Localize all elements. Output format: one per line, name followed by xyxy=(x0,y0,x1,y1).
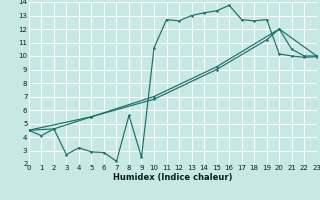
X-axis label: Humidex (Indice chaleur): Humidex (Indice chaleur) xyxy=(113,173,233,182)
